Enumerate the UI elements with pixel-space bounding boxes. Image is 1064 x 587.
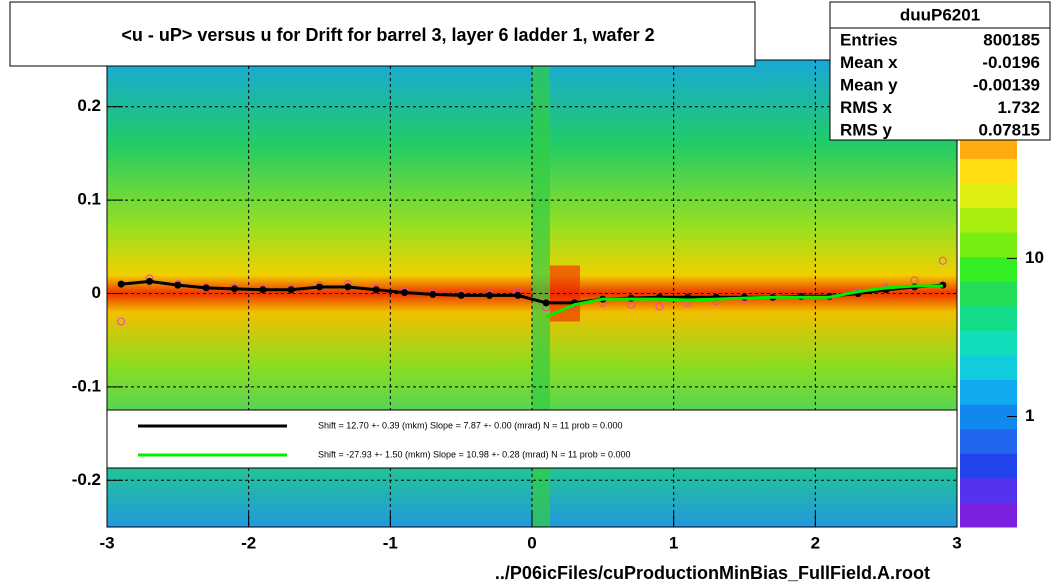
stats-title: duuP6201 bbox=[900, 5, 980, 24]
profile-point bbox=[287, 286, 295, 294]
fit-line bbox=[545, 284, 943, 319]
profile-point bbox=[655, 302, 664, 311]
x-tick-label: -1 bbox=[383, 533, 398, 552]
stats-key: Mean y bbox=[840, 75, 898, 94]
y-tick-label: -0.2 bbox=[72, 470, 101, 489]
x-tick-label: -3 bbox=[99, 533, 114, 552]
z-tick-label: 10 bbox=[1025, 248, 1044, 267]
profile-point bbox=[938, 256, 947, 265]
stats-box bbox=[829, 1, 1051, 141]
profile-point bbox=[146, 277, 153, 285]
y-tick-label: 0.1 bbox=[77, 190, 101, 209]
x-axis-title: ../P06icFiles/cuProductionMinBias_FullFi… bbox=[495, 563, 930, 583]
colorbar-cell bbox=[960, 379, 1017, 405]
stats-key: Entries bbox=[840, 30, 898, 49]
colorbar-cell bbox=[960, 330, 1017, 356]
colorbar-cell bbox=[960, 502, 1017, 528]
chart-title: <u - uP> versus u for Drift for barrel 3… bbox=[121, 25, 654, 45]
y-tick-label: 0 bbox=[92, 283, 101, 302]
colorbar-cell bbox=[960, 428, 1017, 454]
x-tick-label: -2 bbox=[241, 533, 256, 552]
colorbar-cell bbox=[960, 305, 1017, 331]
legend-box bbox=[106, 409, 958, 469]
colorbar-cell bbox=[960, 182, 1017, 208]
profile-point bbox=[259, 286, 267, 294]
profile-point bbox=[231, 285, 238, 293]
colorbar-cell bbox=[960, 256, 1017, 282]
profile-point bbox=[429, 290, 437, 298]
colorbar-cell bbox=[960, 232, 1017, 258]
profile-point bbox=[316, 283, 323, 291]
stats-value: -0.00139 bbox=[973, 75, 1040, 94]
stats-value: 800185 bbox=[983, 30, 1040, 49]
y-tick-label: 0.2 bbox=[77, 96, 101, 115]
colorbar-cell bbox=[960, 354, 1017, 381]
profile-point bbox=[344, 283, 352, 291]
x-tick-label: 3 bbox=[952, 533, 961, 552]
title-box bbox=[9, 1, 756, 67]
colorbar-cell bbox=[960, 207, 1017, 233]
y-tick-label: -0.1 bbox=[72, 376, 101, 395]
colorbar-cell bbox=[960, 281, 1017, 307]
stats-value: -0.0196 bbox=[982, 53, 1040, 72]
x-tick-label: 2 bbox=[811, 533, 820, 552]
profile-point bbox=[372, 286, 380, 294]
stats-key: RMS x bbox=[840, 98, 893, 117]
profile-point bbox=[542, 299, 550, 307]
colorbar-cell bbox=[960, 158, 1017, 184]
stats-value: 0.07815 bbox=[979, 120, 1040, 139]
profile-point bbox=[202, 284, 210, 292]
profile-point bbox=[514, 291, 522, 299]
legend-label: Shift = 12.70 +- 0.39 (mkm) Slope = 7.87… bbox=[318, 420, 623, 430]
profile-point bbox=[117, 280, 125, 288]
profile-point bbox=[486, 291, 493, 299]
colorbar-cell bbox=[960, 453, 1017, 479]
x-tick-label: 1 bbox=[669, 533, 678, 552]
x-tick-label: 0 bbox=[527, 533, 536, 552]
profile-point bbox=[457, 291, 465, 299]
profile-point bbox=[117, 317, 126, 326]
stats-value: 1.732 bbox=[997, 98, 1040, 117]
z-tick-label: 1 bbox=[1025, 406, 1034, 425]
colorbar-cell bbox=[960, 477, 1017, 503]
stats-key: RMS y bbox=[840, 120, 893, 139]
legend-label: Shift = -27.93 +- 1.50 (mkm) Slope = 10.… bbox=[318, 449, 631, 459]
profile-point bbox=[401, 289, 408, 297]
stats-key: Mean x bbox=[840, 53, 898, 72]
profile-point bbox=[174, 281, 182, 289]
